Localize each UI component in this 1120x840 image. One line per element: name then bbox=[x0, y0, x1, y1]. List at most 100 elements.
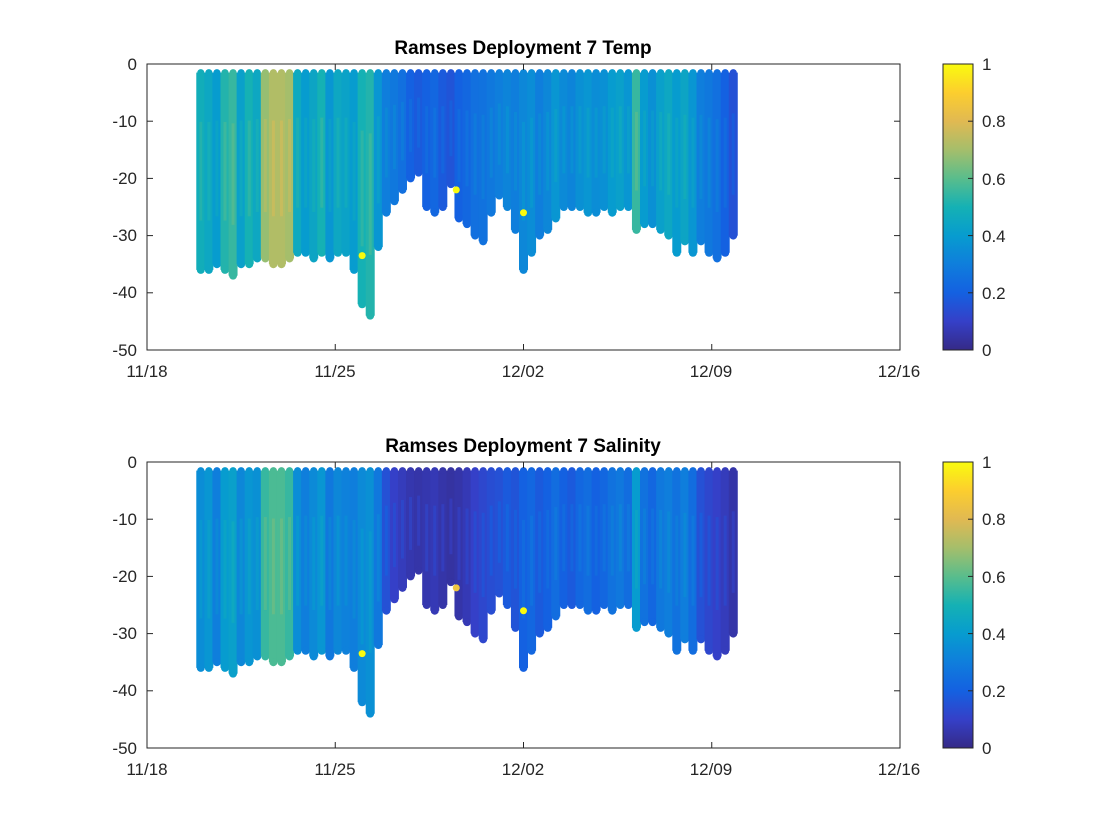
data-point bbox=[430, 208, 439, 217]
profile-band bbox=[368, 133, 372, 255]
data-point bbox=[688, 646, 697, 655]
profile-column bbox=[720, 69, 730, 257]
data-point bbox=[479, 635, 488, 644]
salinity-colorbar bbox=[943, 462, 973, 748]
profile-band bbox=[618, 504, 622, 572]
profile-column bbox=[357, 69, 367, 309]
data-point bbox=[495, 467, 503, 475]
data-point bbox=[398, 185, 407, 194]
profile-column bbox=[591, 467, 601, 615]
profile-band bbox=[513, 111, 517, 191]
profile-column bbox=[680, 69, 690, 246]
data-point bbox=[640, 618, 649, 627]
profile-column bbox=[599, 69, 609, 211]
data-point bbox=[212, 658, 221, 667]
data-point bbox=[269, 658, 278, 667]
profile-band bbox=[328, 119, 332, 213]
profile-column bbox=[696, 69, 706, 246]
profile-band bbox=[255, 119, 259, 213]
profile-column bbox=[494, 467, 504, 598]
salinity-colorbar-ticks: 0 0.2 0.4 0.6 0.8 1 bbox=[982, 453, 1006, 758]
profile-column bbox=[656, 69, 666, 234]
data-point bbox=[519, 663, 528, 672]
profile-column bbox=[486, 69, 496, 217]
profile-column bbox=[406, 69, 416, 183]
profile-column bbox=[373, 467, 383, 650]
profile-band bbox=[481, 512, 485, 598]
data-point bbox=[479, 69, 487, 77]
data-point bbox=[471, 231, 480, 240]
x-tick-label: 12/02 bbox=[502, 362, 545, 381]
data-point bbox=[535, 231, 544, 240]
data-point bbox=[552, 69, 560, 77]
data-point bbox=[471, 467, 479, 475]
data-point bbox=[463, 220, 472, 229]
data-point bbox=[600, 601, 609, 609]
profile-column bbox=[365, 467, 375, 718]
profile-band bbox=[554, 109, 558, 182]
profile-band bbox=[231, 521, 235, 623]
profile-column bbox=[704, 69, 714, 257]
profile-column bbox=[325, 467, 335, 661]
profile-band bbox=[279, 120, 283, 217]
profile-band bbox=[376, 514, 380, 602]
profile-column bbox=[607, 467, 617, 615]
data-point bbox=[237, 260, 246, 269]
profile-band bbox=[425, 106, 429, 174]
data-point bbox=[680, 237, 689, 246]
profile-band bbox=[344, 515, 348, 606]
profile-band bbox=[465, 110, 469, 187]
data-point bbox=[729, 629, 738, 638]
data-point bbox=[680, 635, 689, 644]
data-point bbox=[317, 646, 326, 655]
data-point bbox=[261, 69, 269, 77]
profile-band bbox=[312, 119, 316, 213]
data-point bbox=[261, 254, 270, 263]
data-point bbox=[721, 69, 729, 77]
data-point bbox=[463, 618, 472, 627]
temp-colorbar bbox=[943, 64, 973, 350]
data-point bbox=[713, 652, 722, 661]
data-point bbox=[220, 663, 229, 672]
profile-band bbox=[215, 120, 219, 217]
profile-column bbox=[438, 467, 448, 609]
data-point bbox=[286, 467, 294, 475]
profile-column bbox=[406, 467, 416, 581]
profile-band bbox=[376, 116, 380, 204]
data-point bbox=[479, 237, 488, 246]
data-point bbox=[374, 467, 382, 475]
data-point bbox=[294, 69, 302, 77]
profile-column bbox=[252, 69, 262, 263]
y-tick-label: -10 bbox=[112, 510, 137, 529]
data-point bbox=[673, 467, 681, 475]
data-point bbox=[438, 601, 447, 609]
data-point bbox=[398, 69, 406, 77]
data-point bbox=[495, 191, 504, 200]
data-point bbox=[657, 467, 665, 475]
data-point bbox=[527, 646, 536, 655]
data-point bbox=[406, 572, 415, 581]
profile-column bbox=[446, 69, 456, 189]
profile-band bbox=[247, 120, 251, 217]
profile-band bbox=[433, 107, 437, 178]
profile-band bbox=[570, 504, 574, 572]
y-tick-label: -20 bbox=[112, 567, 137, 586]
data-point bbox=[559, 203, 568, 211]
profile-band bbox=[497, 103, 501, 165]
y-tick-label: -50 bbox=[112, 341, 137, 360]
data-point bbox=[463, 69, 471, 77]
profile-band bbox=[263, 517, 267, 611]
data-point bbox=[196, 663, 205, 672]
profile-column bbox=[559, 69, 569, 211]
data-point bbox=[511, 69, 519, 77]
profile-band bbox=[207, 121, 211, 221]
profile-band bbox=[699, 512, 703, 598]
profile-column bbox=[260, 69, 270, 263]
data-point bbox=[616, 203, 625, 211]
profile-column bbox=[397, 69, 407, 194]
data-point bbox=[439, 69, 447, 77]
data-point bbox=[648, 220, 657, 229]
profile-column bbox=[615, 467, 625, 609]
x-tick-label: 11/25 bbox=[314, 362, 355, 381]
data-point bbox=[721, 646, 730, 655]
